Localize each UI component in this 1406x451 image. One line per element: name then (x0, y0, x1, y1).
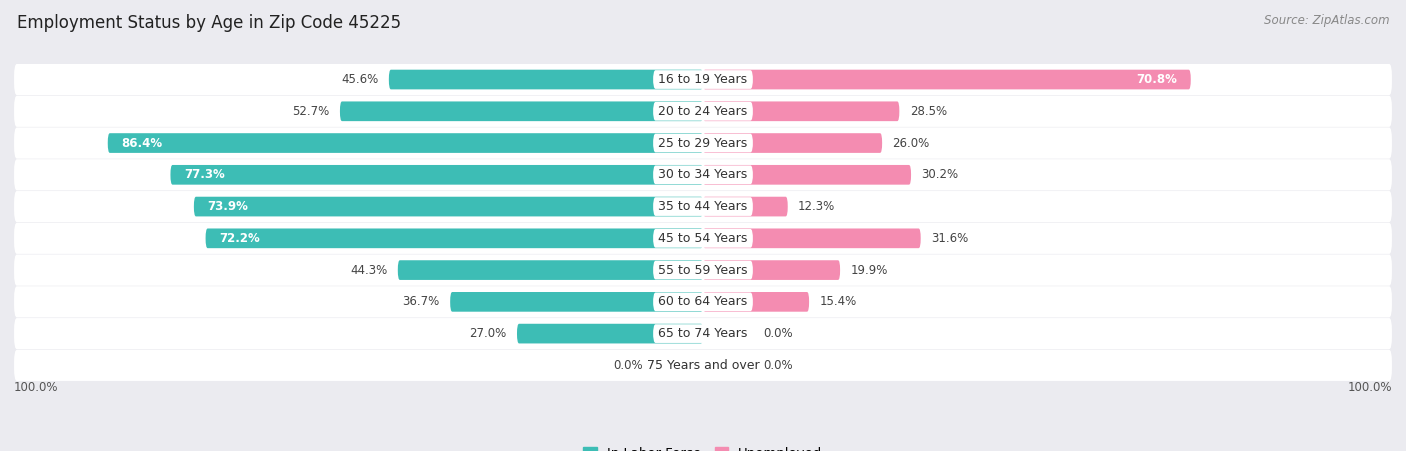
Text: 100.0%: 100.0% (14, 381, 59, 394)
FancyBboxPatch shape (652, 166, 754, 184)
FancyBboxPatch shape (194, 197, 703, 216)
Text: 25 to 29 Years: 25 to 29 Years (658, 137, 748, 150)
Text: 15.4%: 15.4% (820, 295, 856, 308)
FancyBboxPatch shape (652, 229, 754, 248)
Text: 0.0%: 0.0% (763, 359, 793, 372)
FancyBboxPatch shape (205, 229, 703, 248)
FancyBboxPatch shape (108, 133, 703, 153)
FancyBboxPatch shape (703, 70, 1191, 89)
FancyBboxPatch shape (14, 96, 1392, 127)
Text: 12.3%: 12.3% (799, 200, 835, 213)
FancyBboxPatch shape (340, 101, 703, 121)
FancyBboxPatch shape (450, 292, 703, 312)
FancyBboxPatch shape (652, 70, 754, 89)
Text: 28.5%: 28.5% (910, 105, 946, 118)
FancyBboxPatch shape (14, 350, 1392, 381)
Text: 27.0%: 27.0% (470, 327, 506, 340)
Text: 55 to 59 Years: 55 to 59 Years (658, 263, 748, 276)
Text: 100.0%: 100.0% (1347, 381, 1392, 394)
FancyBboxPatch shape (14, 223, 1392, 254)
Text: 31.6%: 31.6% (931, 232, 969, 245)
Text: 65 to 74 Years: 65 to 74 Years (658, 327, 748, 340)
Text: 60 to 64 Years: 60 to 64 Years (658, 295, 748, 308)
FancyBboxPatch shape (14, 286, 1392, 318)
FancyBboxPatch shape (703, 101, 900, 121)
Text: 19.9%: 19.9% (851, 263, 887, 276)
FancyBboxPatch shape (14, 159, 1392, 190)
FancyBboxPatch shape (14, 318, 1392, 349)
FancyBboxPatch shape (398, 260, 703, 280)
Text: 86.4%: 86.4% (121, 137, 163, 150)
FancyBboxPatch shape (703, 133, 882, 153)
Text: 52.7%: 52.7% (292, 105, 329, 118)
Text: Employment Status by Age in Zip Code 45225: Employment Status by Age in Zip Code 452… (17, 14, 401, 32)
FancyBboxPatch shape (652, 102, 754, 121)
Text: 72.2%: 72.2% (219, 232, 260, 245)
FancyBboxPatch shape (652, 261, 754, 280)
Text: 26.0%: 26.0% (893, 137, 929, 150)
Text: 0.0%: 0.0% (613, 359, 643, 372)
FancyBboxPatch shape (14, 64, 1392, 95)
Text: Source: ZipAtlas.com: Source: ZipAtlas.com (1264, 14, 1389, 27)
Text: 16 to 19 Years: 16 to 19 Years (658, 73, 748, 86)
FancyBboxPatch shape (652, 133, 754, 152)
FancyBboxPatch shape (703, 229, 921, 248)
FancyBboxPatch shape (652, 293, 754, 311)
FancyBboxPatch shape (517, 324, 703, 344)
Text: 73.9%: 73.9% (208, 200, 249, 213)
FancyBboxPatch shape (703, 165, 911, 184)
FancyBboxPatch shape (652, 197, 754, 216)
FancyBboxPatch shape (14, 128, 1392, 159)
Text: 35 to 44 Years: 35 to 44 Years (658, 200, 748, 213)
Text: 75 Years and over: 75 Years and over (647, 359, 759, 372)
Text: 20 to 24 Years: 20 to 24 Years (658, 105, 748, 118)
Text: 77.3%: 77.3% (184, 168, 225, 181)
Text: 70.8%: 70.8% (1136, 73, 1177, 86)
Text: 30.2%: 30.2% (921, 168, 959, 181)
Text: 44.3%: 44.3% (350, 263, 388, 276)
FancyBboxPatch shape (14, 191, 1392, 222)
FancyBboxPatch shape (703, 197, 787, 216)
Text: 0.0%: 0.0% (763, 327, 793, 340)
FancyBboxPatch shape (14, 254, 1392, 285)
FancyBboxPatch shape (703, 292, 808, 312)
FancyBboxPatch shape (703, 260, 841, 280)
FancyBboxPatch shape (389, 70, 703, 89)
Text: 30 to 34 Years: 30 to 34 Years (658, 168, 748, 181)
Text: 45.6%: 45.6% (342, 73, 378, 86)
FancyBboxPatch shape (652, 356, 754, 375)
Text: 45 to 54 Years: 45 to 54 Years (658, 232, 748, 245)
FancyBboxPatch shape (652, 324, 754, 343)
FancyBboxPatch shape (170, 165, 703, 184)
Legend: In Labor Force, Unemployed: In Labor Force, Unemployed (583, 447, 823, 451)
Text: 36.7%: 36.7% (402, 295, 440, 308)
